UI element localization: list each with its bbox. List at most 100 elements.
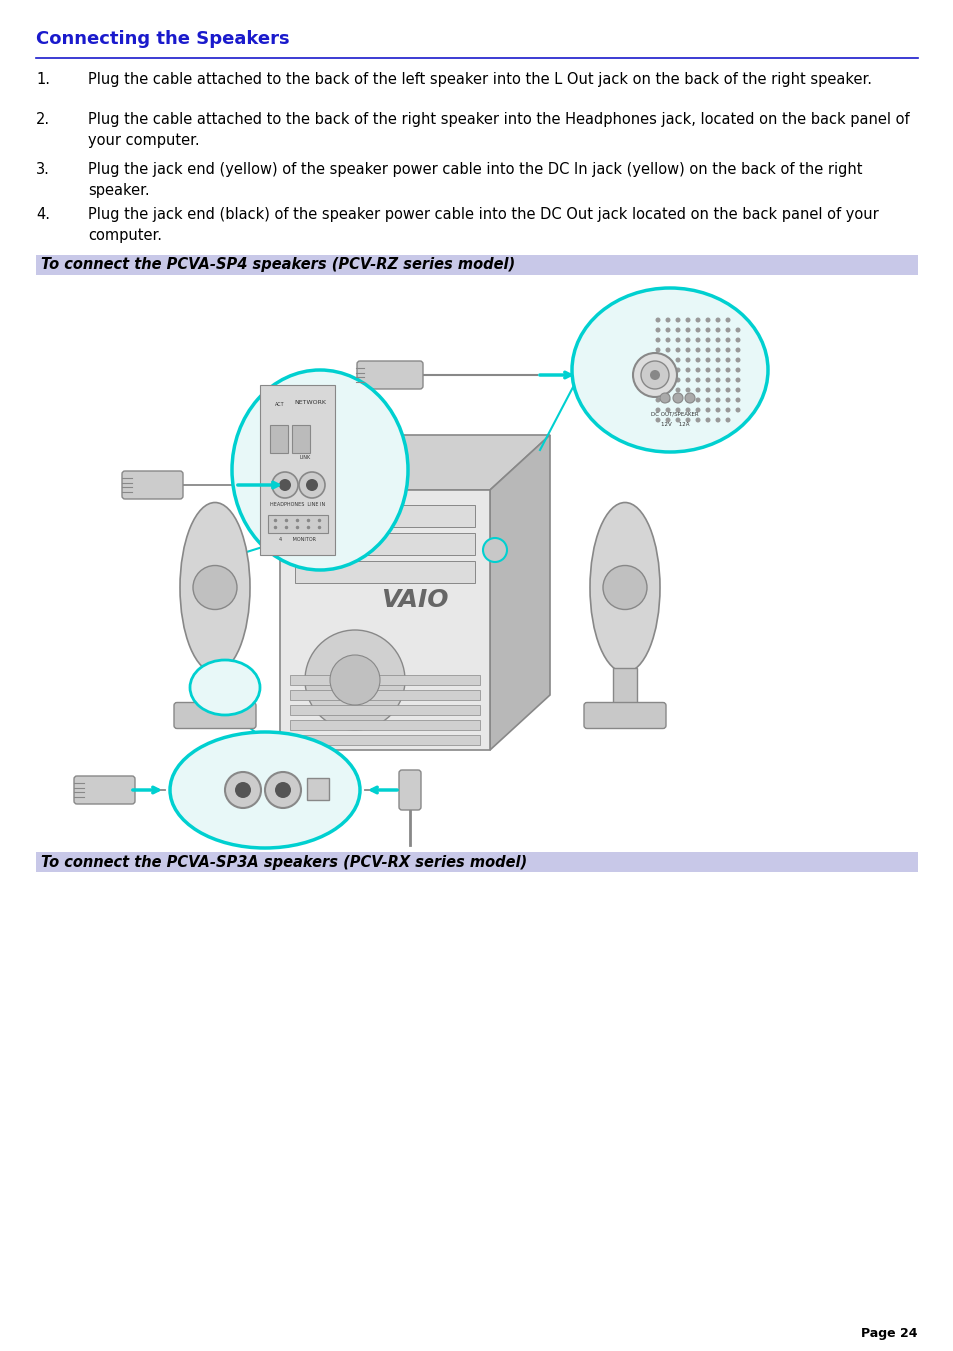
Circle shape: [735, 408, 740, 412]
Circle shape: [298, 471, 325, 499]
Circle shape: [705, 327, 710, 332]
Bar: [294, 505, 475, 527]
Bar: [307, 778, 329, 800]
Circle shape: [193, 566, 236, 609]
Ellipse shape: [589, 503, 659, 673]
Circle shape: [715, 327, 720, 332]
Circle shape: [724, 317, 730, 323]
Ellipse shape: [232, 370, 408, 570]
Text: NETWORK: NETWORK: [294, 400, 326, 405]
Bar: [294, 561, 475, 584]
Circle shape: [655, 358, 659, 362]
Circle shape: [724, 377, 730, 382]
Circle shape: [715, 408, 720, 412]
Bar: [290, 705, 479, 715]
Bar: [36, 852, 917, 871]
Circle shape: [225, 771, 261, 808]
Circle shape: [724, 367, 730, 373]
Circle shape: [724, 358, 730, 362]
Text: 1.: 1.: [36, 72, 50, 86]
Circle shape: [705, 397, 710, 403]
Text: 2.: 2.: [36, 112, 50, 127]
Circle shape: [685, 417, 690, 423]
Circle shape: [735, 327, 740, 332]
Circle shape: [695, 317, 700, 323]
Circle shape: [640, 361, 668, 389]
Circle shape: [705, 377, 710, 382]
Circle shape: [330, 655, 379, 705]
FancyBboxPatch shape: [268, 515, 328, 534]
Circle shape: [715, 397, 720, 403]
Circle shape: [272, 471, 297, 499]
Circle shape: [735, 347, 740, 353]
FancyBboxPatch shape: [122, 471, 183, 499]
Ellipse shape: [180, 503, 250, 673]
Bar: [290, 676, 479, 685]
Text: Plug the jack end (black) of the speaker power cable into the DC Out jack locate: Plug the jack end (black) of the speaker…: [88, 207, 878, 243]
Circle shape: [685, 317, 690, 323]
Text: Plug the jack end (yellow) of the speaker power cable into the DC In jack (yello: Plug the jack end (yellow) of the speake…: [88, 162, 862, 199]
Circle shape: [705, 408, 710, 412]
Bar: [290, 735, 479, 744]
Circle shape: [695, 367, 700, 373]
Circle shape: [724, 417, 730, 423]
Text: Page 24: Page 24: [861, 1327, 917, 1340]
Circle shape: [665, 347, 670, 353]
Text: 12V    12A: 12V 12A: [660, 422, 688, 427]
FancyBboxPatch shape: [356, 361, 422, 389]
Circle shape: [735, 397, 740, 403]
Circle shape: [655, 377, 659, 382]
Circle shape: [305, 630, 405, 730]
Text: Connecting the Speakers: Connecting the Speakers: [36, 30, 290, 49]
Circle shape: [274, 782, 291, 798]
Circle shape: [685, 338, 690, 343]
Circle shape: [659, 393, 669, 403]
Circle shape: [265, 771, 301, 808]
Circle shape: [715, 377, 720, 382]
Circle shape: [278, 480, 291, 490]
Circle shape: [705, 347, 710, 353]
Circle shape: [675, 358, 679, 362]
Text: To connect the PCVA-SP3A speakers (PCV-RX series model): To connect the PCVA-SP3A speakers (PCV-R…: [41, 854, 527, 870]
Circle shape: [715, 358, 720, 362]
Circle shape: [695, 397, 700, 403]
Circle shape: [715, 417, 720, 423]
Circle shape: [735, 367, 740, 373]
Circle shape: [649, 370, 659, 380]
Text: HEADPHONES  LINE IN: HEADPHONES LINE IN: [270, 503, 325, 507]
Circle shape: [655, 347, 659, 353]
Circle shape: [665, 377, 670, 382]
Circle shape: [735, 388, 740, 393]
Circle shape: [705, 358, 710, 362]
Bar: [203, 667, 227, 708]
Circle shape: [705, 338, 710, 343]
Polygon shape: [490, 435, 550, 750]
Circle shape: [715, 367, 720, 373]
Circle shape: [633, 353, 677, 397]
Circle shape: [655, 417, 659, 423]
Circle shape: [685, 358, 690, 362]
Text: LINK: LINK: [299, 455, 311, 459]
Circle shape: [724, 347, 730, 353]
Circle shape: [306, 480, 317, 490]
Circle shape: [672, 393, 682, 403]
Circle shape: [685, 408, 690, 412]
Text: VAIO: VAIO: [381, 588, 448, 612]
Circle shape: [705, 417, 710, 423]
Bar: [260, 385, 335, 555]
Circle shape: [482, 538, 506, 562]
FancyBboxPatch shape: [583, 703, 665, 728]
Circle shape: [602, 566, 646, 609]
Text: Plug the cable attached to the back of the right speaker into the Headphones jac: Plug the cable attached to the back of t…: [88, 112, 908, 149]
Circle shape: [655, 388, 659, 393]
Circle shape: [724, 338, 730, 343]
Bar: [36, 255, 917, 276]
Circle shape: [665, 327, 670, 332]
Circle shape: [695, 327, 700, 332]
Circle shape: [675, 367, 679, 373]
Text: 4       MONITOR: 4 MONITOR: [279, 536, 316, 542]
Bar: [292, 426, 310, 453]
Polygon shape: [280, 490, 490, 750]
Circle shape: [695, 408, 700, 412]
Bar: [294, 534, 475, 555]
